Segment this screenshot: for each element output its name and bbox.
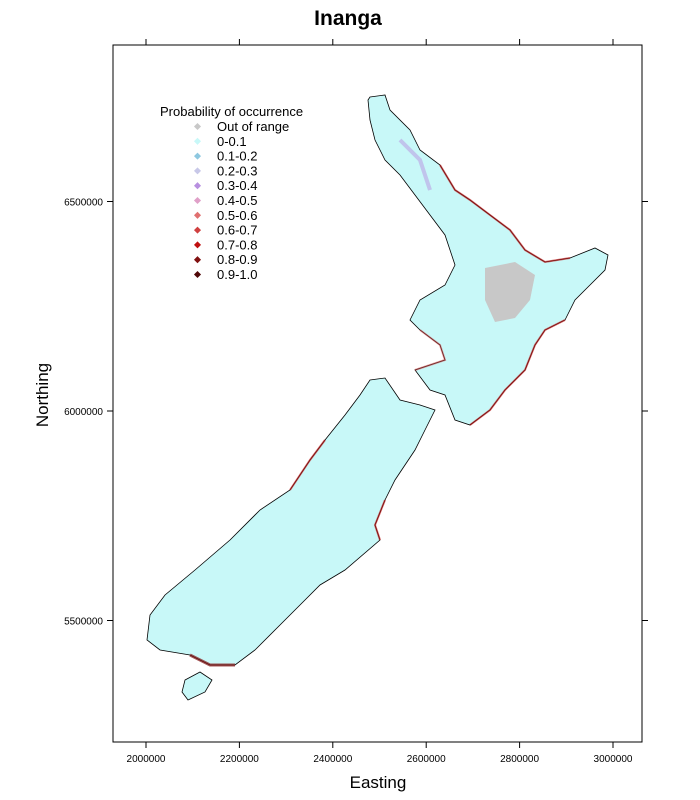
legend: Probability of occurrence Out of range0-… [160, 104, 303, 282]
legend-label: 0-0.1 [217, 134, 247, 149]
legend-label: Out of range [217, 119, 289, 134]
legend-swatch [193, 196, 202, 205]
legend-swatch [193, 256, 202, 264]
chart-title: Inanga [314, 7, 382, 30]
south-island [146, 377, 436, 701]
x-tick-label: 2400000 [313, 754, 352, 765]
x-tick-label: 2600000 [407, 754, 446, 765]
legend-swatch [193, 167, 202, 175]
legend-label: 0.3-0.4 [217, 178, 257, 193]
legend-label: 0.7-0.8 [217, 237, 257, 252]
legend-label: 0.8-0.9 [217, 252, 257, 267]
plot-frame [112, 44, 643, 743]
north-island [367, 94, 609, 426]
y-axis-label: Northing [33, 363, 52, 427]
legend-swatch [193, 270, 202, 279]
x-tick-label: 3000000 [594, 754, 633, 765]
legend-swatch [193, 152, 202, 160]
legend-swatch [193, 137, 202, 145]
x-tick-label: 2200000 [220, 754, 259, 765]
legend-label: 0.1-0.2 [217, 149, 257, 164]
legend-swatch [193, 182, 202, 190]
y-tick-label: 5500000 [64, 617, 103, 628]
legend-label: 0.5-0.6 [217, 208, 257, 223]
legend-label: 0.6-0.7 [217, 223, 257, 238]
stewart-island [181, 671, 213, 701]
y-axis: 5500000 6000000 6500000 [64, 198, 648, 628]
x-axis-label: Easting [350, 773, 407, 792]
x-tick-label: 2000000 [127, 754, 166, 765]
out-of-range-area [485, 262, 535, 322]
y-tick-label: 6000000 [64, 407, 103, 418]
legend-swatch [193, 226, 202, 234]
legend-label: 0.4-0.5 [217, 193, 257, 208]
y-tick-label: 6500000 [64, 198, 103, 209]
legend-label: 0.2-0.3 [217, 163, 257, 178]
legend-swatch [193, 211, 202, 219]
legend-title: Probability of occurrence [160, 104, 303, 119]
legend-swatch [193, 241, 202, 249]
legend-swatch [193, 122, 202, 131]
x-tick-label: 2800000 [500, 754, 539, 765]
legend-label: 0.9-1.0 [217, 267, 257, 282]
x-axis: 2000000 2200000 2400000 2600000 2800000 30000… [127, 39, 633, 765]
